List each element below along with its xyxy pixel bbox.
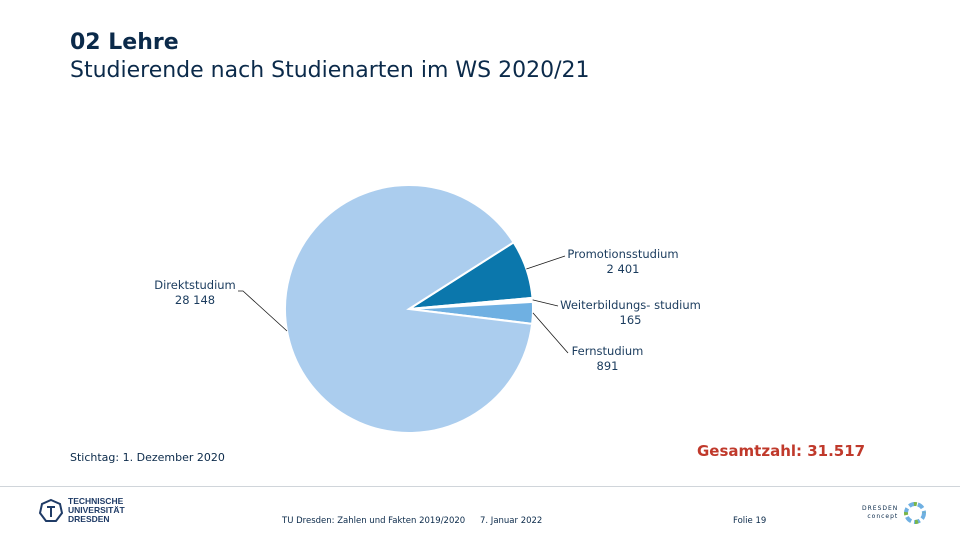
label-weiterbildungsstudium: Weiterbildungs- studium 165 [558,298,703,328]
label-promotionsstudium: Promotionsstudium 2 401 [563,247,683,277]
leader-weiterbildungsstudium [532,299,559,307]
total-count: Gesamtzahl: 31.517 [697,442,866,460]
label-fernstudium-name: Fernstudium [571,344,644,358]
dc-line-1: DRESDEN [862,505,899,512]
tu-dresden-logo-text: TECHNISCHE UNIVERSITÄT DRESDEN [68,497,125,524]
section-title: 02 Lehre [70,30,179,55]
leader-direktstudium [238,290,288,332]
tu-dresden-logo-icon [38,498,64,522]
dc-line-2: concept [867,513,899,520]
label-direktstudium-value: 28 148 [174,293,216,307]
leader-promotionsstudium [526,255,566,270]
label-weiterbildungsstudium-name: Weiterbildungs- studium [560,298,701,312]
logo-line-2: UNIVERSITÄT [68,505,125,515]
label-fernstudium-value: 891 [596,359,619,373]
logo-line-1: TECHNISCHE [68,496,124,506]
dresden-concept-logo-icon [904,502,927,524]
dresden-concept-logo: DRESDEN concept [862,500,928,526]
label-direktstudium: Direktstudium 28 148 [150,278,240,308]
footer-source: TU Dresden: Zahlen und Fakten 2019/2020 [282,516,466,526]
label-direktstudium-name: Direktstudium [154,278,236,292]
page-title: Studierende nach Studienarten im WS 2020… [70,58,590,83]
footer-date: 7. Januar 2022 [480,516,543,526]
reference-date: Stichtag: 1. Dezember 2020 [70,451,225,464]
leader-fernstudium [532,312,569,354]
tu-dresden-logo: TECHNISCHE UNIVERSITÄT DRESDEN [38,497,125,524]
footer-divider [0,486,960,487]
label-promotionsstudium-name: Promotionsstudium [567,247,679,261]
label-fernstudium: Fernstudium 891 [565,344,650,374]
dresden-concept-logo-text: DRESDEN concept [862,505,898,521]
slice-direktstudium [284,184,534,434]
label-weiterbildungsstudium-value: 165 [619,313,642,327]
footer-slide-number: Folie 19 [733,516,767,526]
label-promotionsstudium-value: 2 401 [606,262,640,276]
logo-line-3: DRESDEN [68,514,110,524]
